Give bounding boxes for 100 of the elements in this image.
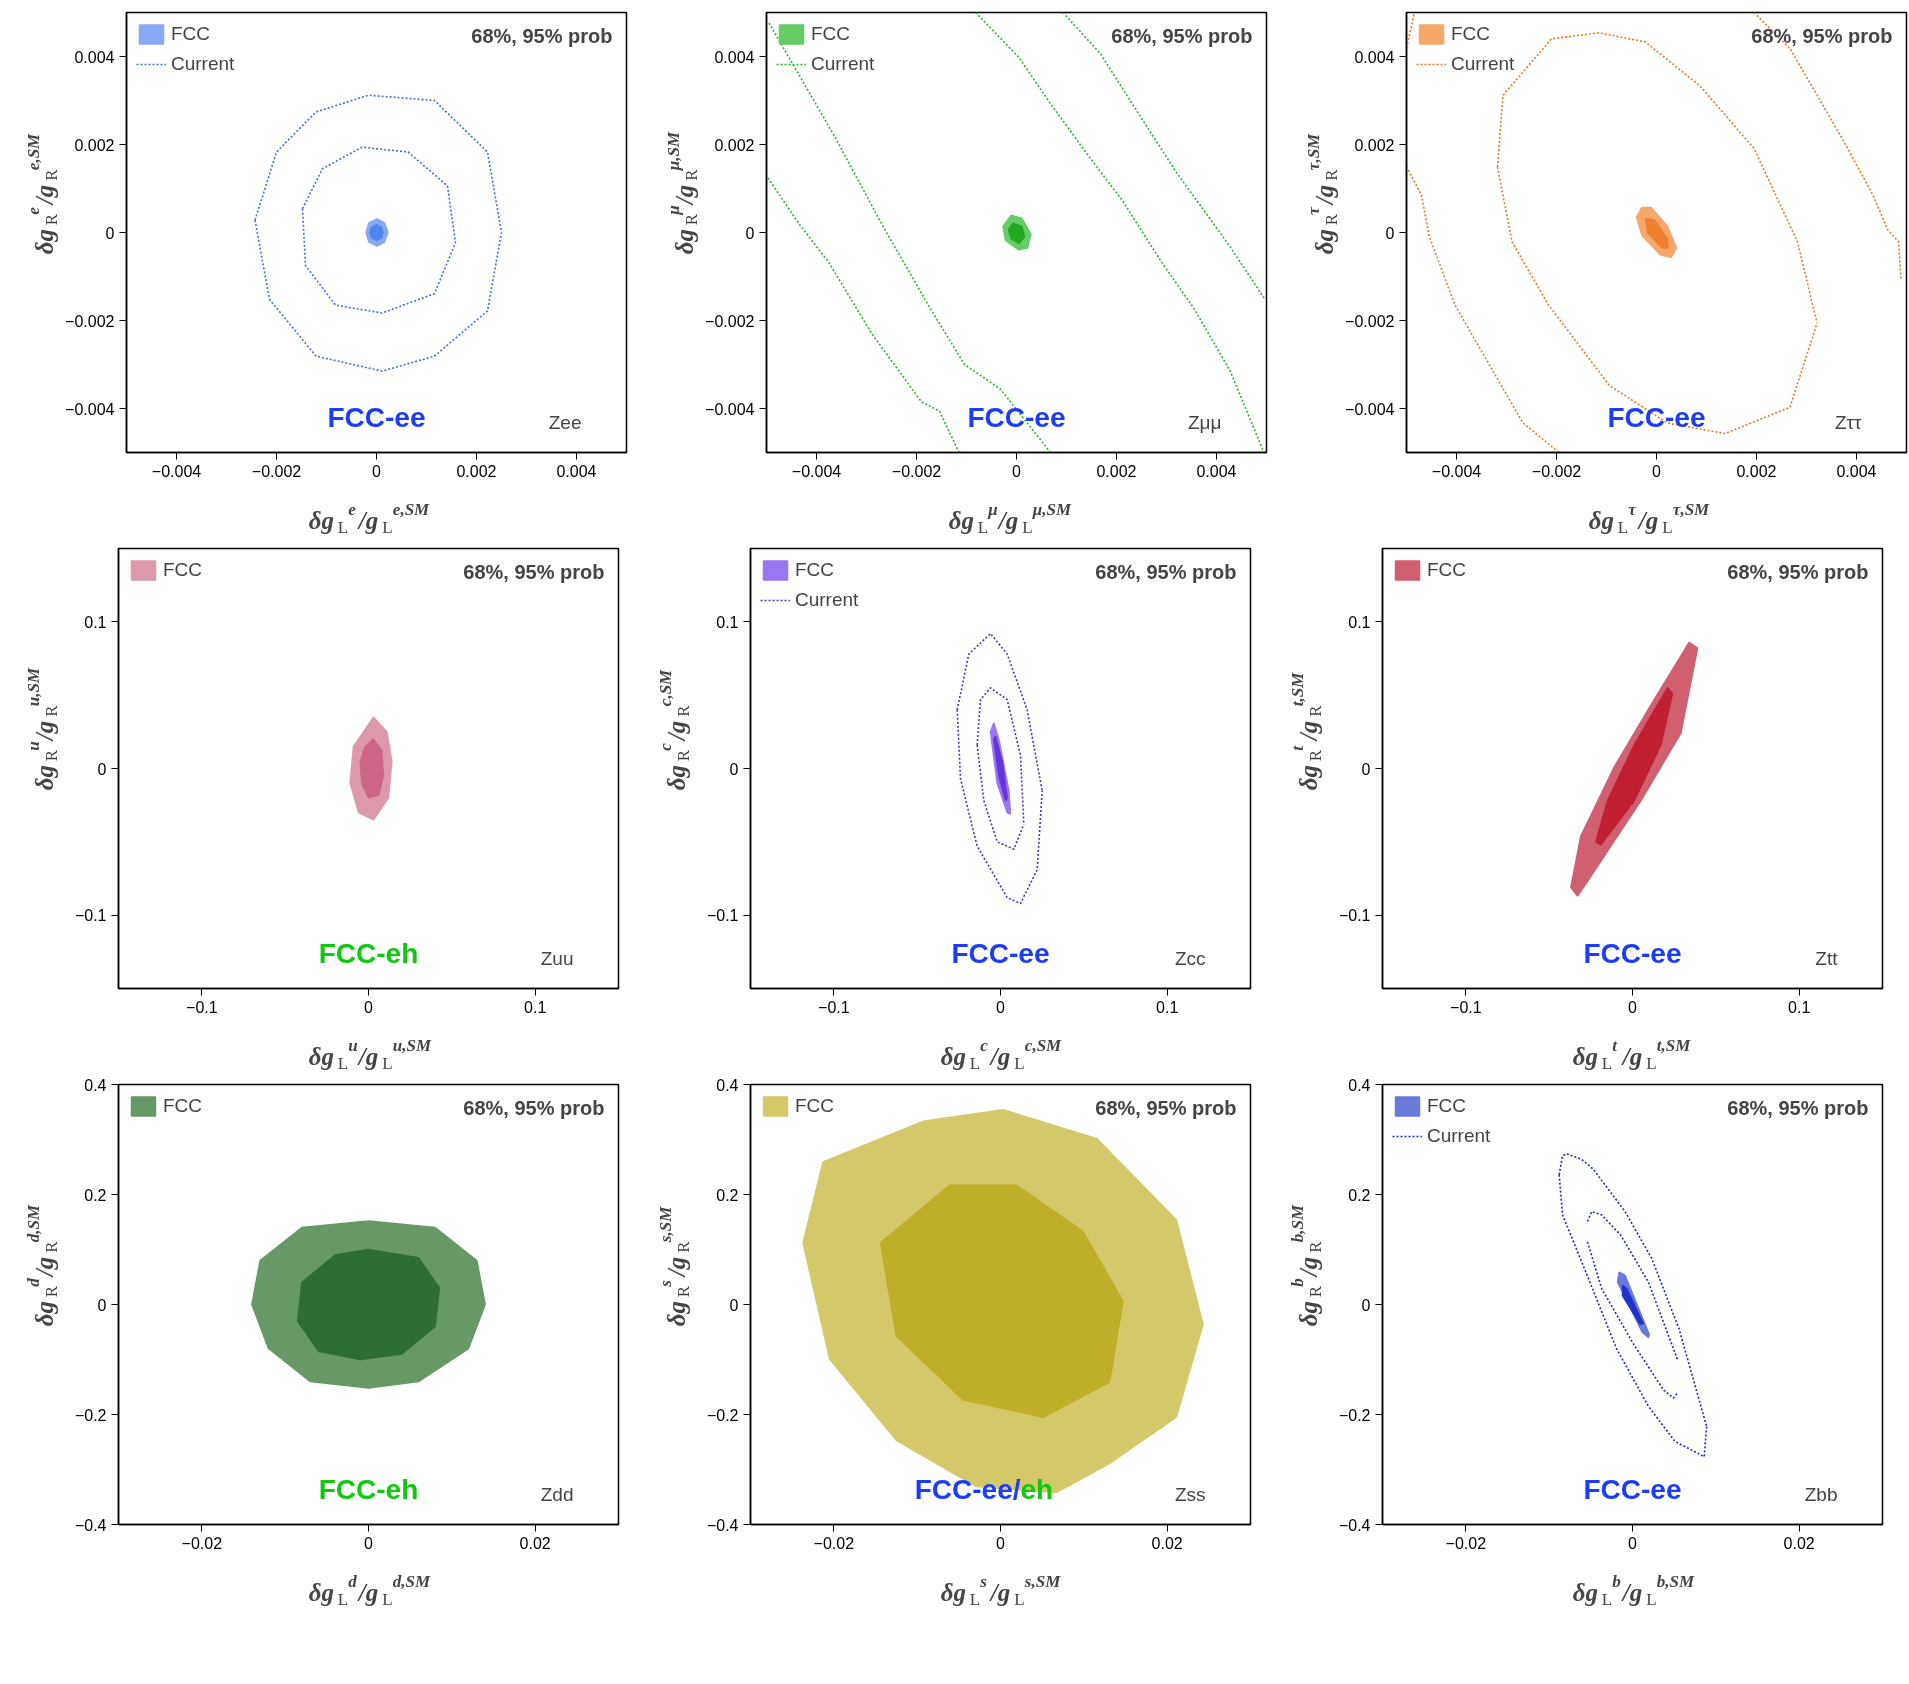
x-tick-label: −0.004 [151, 462, 202, 480]
y-tick-label: 0.004 [74, 48, 115, 66]
x-tick-label: −0.02 [813, 1534, 855, 1552]
y-axis-title: δgRu/gRu,SM [24, 666, 61, 791]
legend-label: FCC [171, 23, 211, 45]
x-tick-label: 0.004 [1836, 462, 1877, 480]
annotation: FCC-eh [318, 937, 419, 969]
x-tick-label: 0.004 [556, 462, 597, 480]
annotation: 68%, 95% prob [1111, 24, 1253, 47]
annotation: 68%, 95% prob [1727, 1096, 1869, 1119]
annotation: Zμμ [1188, 411, 1222, 433]
legend-label: FCC [795, 559, 835, 581]
annotation: 68%, 95% prob [471, 24, 613, 47]
y-tick-label: 0 [1361, 1296, 1371, 1314]
annotation: Zdd [540, 1483, 574, 1505]
y-axis-title: δgRτ/gRτ,SM [1304, 132, 1341, 255]
x-tick-label: 0 [372, 462, 382, 480]
y-tick-label: −0.1 [74, 907, 107, 925]
y-tick-label: −0.002 [705, 312, 755, 330]
annotation: Zbb [1804, 1483, 1838, 1505]
legend-label: FCC [811, 23, 851, 45]
x-tick-label: 0 [1628, 998, 1638, 1016]
annotation: Zττ [1834, 411, 1862, 433]
y-tick-label: 0.2 [84, 1186, 107, 1204]
annotation: FCC-ee [1583, 1473, 1682, 1505]
y-axis-title: δgRe/gRe,SM [24, 132, 61, 255]
legend-label: Current [795, 589, 859, 611]
y-tick-label: 0.1 [716, 613, 739, 631]
y-tick-label: −0.002 [1345, 312, 1395, 330]
x-tick-label: −0.002 [891, 462, 942, 480]
y-tick-label: 0 [97, 1296, 107, 1314]
x-tick-label: 0 [1012, 462, 1022, 480]
annotation: 68%, 95% prob [463, 1096, 605, 1119]
x-tick-label: 0.02 [1151, 1534, 1183, 1552]
x-tick-label: 0 [996, 1534, 1006, 1552]
y-tick-label: 0.004 [714, 48, 755, 66]
y-axis-title: δgRb/gRb,SM [1288, 1203, 1325, 1327]
y-tick-label: 0 [745, 224, 755, 242]
y-tick-label: −0.4 [1338, 1516, 1371, 1534]
y-tick-label: 0 [729, 760, 739, 778]
y-tick-label: 0.4 [716, 1076, 739, 1094]
x-tick-label: 0.02 [1783, 1534, 1815, 1552]
y-axis-title: δgRμ/gRμ,SM [664, 130, 701, 255]
y-tick-label: 0.4 [84, 1076, 107, 1094]
x-tick-label: −0.1 [1450, 998, 1482, 1016]
x-tick-label: −0.1 [186, 998, 218, 1016]
legend-label: FCC [1451, 23, 1491, 45]
y-axis-title: δgRt/gRt,SM [1288, 671, 1325, 791]
x-tick-label: 0.002 [456, 462, 497, 480]
annotation: Ztt [1815, 947, 1839, 969]
annotation: FCC-ee [1583, 937, 1682, 969]
x-tick-label: 0 [1628, 1534, 1638, 1552]
annotation: FCC-eh [318, 1473, 419, 1505]
x-tick-label: 0 [364, 1534, 374, 1552]
y-tick-label: 0.2 [716, 1186, 739, 1204]
y-tick-label: 0.4 [1348, 1076, 1371, 1094]
y-axis-title: δgRc/gRc,SM [656, 668, 693, 791]
annotation: 68%, 95% prob [1727, 560, 1869, 583]
y-tick-label: −0.4 [74, 1516, 107, 1534]
y-tick-label: −0.004 [705, 400, 755, 418]
y-tick-label: −0.004 [1345, 400, 1395, 418]
y-tick-label: 0.002 [714, 136, 755, 154]
y-tick-label: −0.1 [706, 907, 739, 925]
x-tick-label: 0 [364, 998, 374, 1016]
legend-label: Current [1451, 53, 1515, 75]
legend-label: FCC [163, 559, 203, 581]
annotation: 68%, 95% prob [463, 560, 605, 583]
x-tick-label: −0.02 [181, 1534, 223, 1552]
y-tick-label: −0.2 [706, 1406, 739, 1424]
x-tick-label: 0.002 [1736, 462, 1777, 480]
y-tick-label: −0.002 [65, 312, 115, 330]
y-tick-label: 0.1 [84, 613, 107, 631]
x-tick-label: 0.1 [1156, 998, 1179, 1016]
legend-label: Current [811, 53, 875, 75]
y-tick-label: −0.4 [706, 1516, 739, 1534]
x-tick-label: 0.1 [524, 998, 547, 1016]
x-tick-label: 0.002 [1096, 462, 1137, 480]
y-tick-label: 0.002 [1354, 136, 1395, 154]
x-tick-label: −0.002 [251, 462, 302, 480]
annotation: Zss [1174, 1483, 1206, 1505]
legend-label: Current [1427, 1125, 1491, 1147]
annotation: FCC-ee [967, 401, 1066, 433]
x-tick-label: −0.1 [818, 998, 850, 1016]
x-tick-label: −0.002 [1531, 462, 1582, 480]
annotation: Zuu [540, 947, 574, 969]
y-tick-label: −0.2 [74, 1406, 107, 1424]
legend-label: FCC [163, 1095, 203, 1117]
annotation: FCC-ee [951, 937, 1050, 969]
y-tick-label: 0 [1385, 224, 1395, 242]
x-tick-label: 0.004 [1196, 462, 1237, 480]
annotation: 68%, 95% prob [1095, 560, 1237, 583]
legend-label: FCC [1427, 559, 1467, 581]
y-tick-label: 0 [1361, 760, 1371, 778]
legend-label: FCC [795, 1095, 835, 1117]
x-tick-label: 0.1 [1788, 998, 1811, 1016]
x-tick-label: −0.004 [1431, 462, 1482, 480]
legend-label: FCC [1427, 1095, 1467, 1117]
annotation: FCC-ee [1607, 401, 1706, 433]
annotation: Zee [548, 411, 582, 433]
y-tick-label: −0.2 [1338, 1406, 1371, 1424]
